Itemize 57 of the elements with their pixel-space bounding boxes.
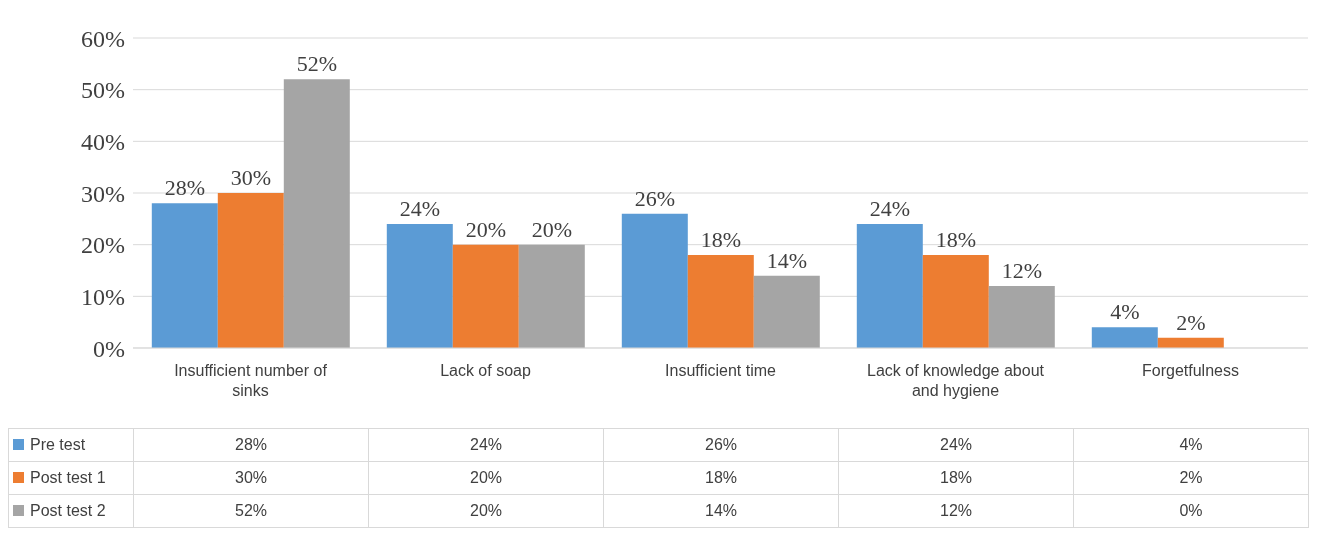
text: 28%: [164, 175, 205, 201]
data-label: 2%: [1073, 461, 1309, 495]
bar: [151, 203, 218, 348]
x-tick-label: Forgetfulness: [1142, 362, 1239, 379]
bar: [687, 255, 754, 348]
data-label: 0%: [1073, 494, 1309, 528]
text: 14%: [766, 247, 807, 273]
y-tick-label: 50%: [81, 77, 125, 104]
bar: [856, 224, 923, 348]
y-tick-label: 0%: [93, 335, 125, 362]
data-label: 24%: [368, 428, 604, 462]
x-tick-label: Lack of knowledge about and hygiene: [866, 362, 1045, 399]
y-tick-label: 10%: [81, 283, 125, 310]
bar: [753, 275, 820, 348]
text: 20%: [465, 216, 506, 242]
data-label: 4%: [1073, 428, 1309, 462]
text: 20%: [531, 216, 572, 242]
text: 52%: [296, 51, 337, 77]
data-label: 14%: [603, 494, 839, 528]
data-label: 20%: [368, 461, 604, 495]
x-tick-label: Insufficient time: [665, 362, 777, 379]
text: 18%: [935, 227, 976, 252]
data-label: 30%: [133, 461, 369, 495]
bar: [922, 255, 989, 348]
data-label: 18%: [838, 461, 1074, 495]
text: 24%: [869, 196, 910, 221]
bar: [217, 193, 284, 348]
data-label: 12%: [838, 494, 1074, 528]
y-tick-label: 60%: [81, 25, 125, 52]
data-label: 28%: [133, 428, 369, 462]
bar: [283, 79, 350, 348]
text: 18%: [700, 227, 741, 252]
data-label: 20%: [368, 494, 604, 528]
bar: [1091, 327, 1158, 348]
bar: [452, 244, 519, 348]
legend-label: Post test 2: [8, 494, 134, 528]
y-tick-label: 40%: [81, 128, 125, 155]
x-tick-label: Insufficient number of sinks: [174, 362, 328, 399]
bar: [621, 213, 688, 348]
data-label: 26%: [603, 428, 839, 462]
text: 26%: [634, 185, 675, 211]
bar: [386, 224, 453, 348]
legend-label: Pre test: [8, 428, 134, 462]
text: 30%: [230, 165, 271, 190]
y-tick-label: 20%: [81, 232, 125, 259]
text: 2%: [1176, 309, 1206, 335]
data-label: 18%: [603, 461, 839, 495]
text: 12%: [1001, 258, 1042, 283]
text: 4%: [1110, 299, 1140, 325]
bar: [988, 286, 1055, 348]
legend-label: Post test 1: [8, 461, 134, 495]
data-label: 52%: [133, 494, 369, 528]
bar: [518, 244, 585, 348]
data-label: 24%: [838, 428, 1074, 462]
x-tick-label: Lack of soap: [440, 362, 531, 379]
text: 24%: [399, 196, 440, 221]
y-tick-label: 30%: [81, 180, 125, 207]
